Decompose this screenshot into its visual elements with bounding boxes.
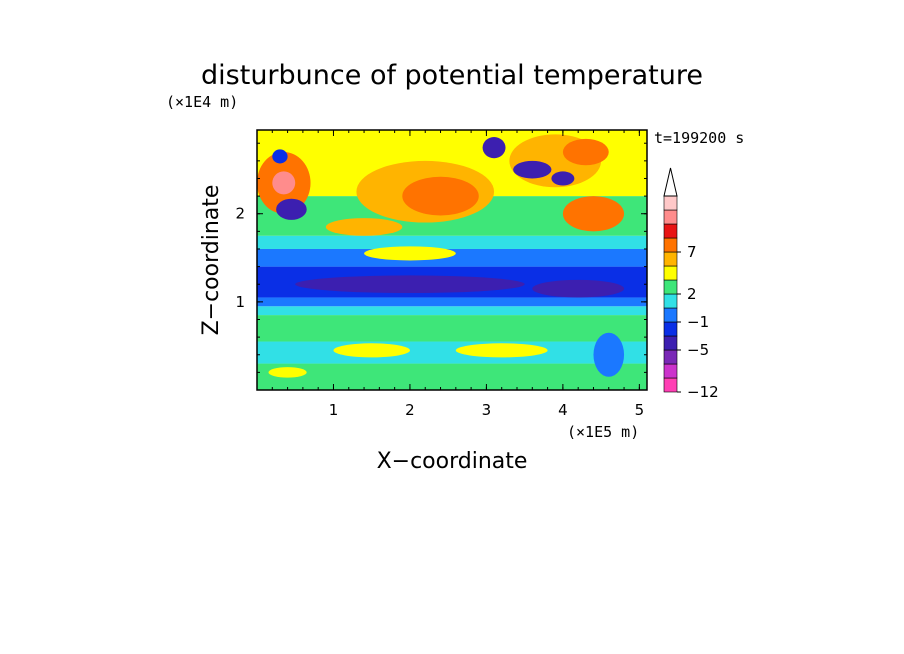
contour-region-19: [593, 332, 625, 377]
x-tick-label-5: 5: [635, 401, 645, 419]
plot-area: [257, 130, 647, 390]
x-unit-label: (×1E5 m): [567, 423, 639, 441]
chart-title: disturbunce of potential temperature: [201, 60, 703, 91]
contour-region-2: [276, 198, 307, 220]
colorbar-extend-arrow: [663, 167, 678, 197]
contour-region-18: [268, 367, 307, 378]
colorbar-swatch-4: [663, 321, 678, 337]
contour-region-17: [455, 343, 548, 358]
contour-region-7: [562, 138, 609, 166]
y-unit-label: (×1E4 m): [166, 93, 238, 111]
x-axis-ticks: 1 2 3 4 5: [271, 130, 645, 419]
colorbar-swatch-3: [663, 335, 678, 351]
colorbar-swatch-1: [663, 363, 678, 379]
colorbar-swatch-11: [663, 223, 678, 239]
colorbar-tick-label-0: 7: [687, 243, 697, 261]
colorbar-swatch-10: [663, 237, 678, 253]
colorbar-swatch-12: [663, 209, 678, 225]
contour-region-16: [333, 343, 410, 358]
contour-region-10: [551, 171, 575, 186]
x-tick-label-1: 1: [329, 401, 339, 419]
x-tick-label-3: 3: [482, 401, 492, 419]
contour-band-6: [257, 248, 647, 267]
y-axis-label: Z−coordinate: [199, 185, 224, 336]
colorbar: 7 2 −1 −5 −12: [663, 167, 719, 401]
contour-band-7: [257, 235, 647, 249]
colorbar-swatch-9: [663, 251, 678, 267]
colorbar-tick-label-2: −1: [687, 313, 709, 331]
contour-region-13: [364, 246, 456, 261]
contour-region-5: [402, 176, 479, 216]
contour-region-9: [513, 160, 552, 179]
x-axis-label: X−coordinate: [377, 449, 528, 474]
colorbar-swatch-6: [663, 293, 678, 309]
contour-region-12: [325, 218, 403, 236]
contour-band-4: [257, 297, 647, 307]
contour-region-3: [272, 149, 288, 164]
plot-frame: [256, 129, 648, 391]
y-axis-ticks: 12: [235, 142, 647, 373]
y-tick-label-1: 1: [235, 293, 245, 311]
contour-region-14: [295, 275, 525, 294]
x-tick-label-4: 4: [558, 401, 568, 419]
colorbar-swatch-7: [663, 279, 678, 295]
colorbar-swatch-0: [663, 377, 678, 393]
contour-band-1: [257, 341, 647, 364]
colorbar-tick-label-3: −5: [687, 341, 709, 359]
colorbar-swatch-8: [663, 265, 678, 281]
colorbar-swatch-2: [663, 349, 678, 365]
contour-region-1: [272, 171, 296, 195]
contour-band-3: [257, 306, 647, 316]
contour-band-0: [257, 363, 647, 390]
x-tick-label-2: 2: [405, 401, 415, 419]
colorbar-swatch-13: [663, 195, 678, 211]
contour-band-2: [257, 315, 647, 342]
contour-region-11: [562, 196, 625, 232]
colorbar-tick-label-4: −12: [687, 383, 719, 401]
contour-region-8: [482, 137, 506, 159]
colorbar-swatch-5: [663, 307, 678, 323]
contour-region-15: [532, 279, 625, 298]
time-label: t=199200 s: [654, 129, 744, 147]
y-tick-label-2: 2: [235, 205, 245, 223]
colorbar-tick-label-1: 2: [687, 285, 697, 303]
